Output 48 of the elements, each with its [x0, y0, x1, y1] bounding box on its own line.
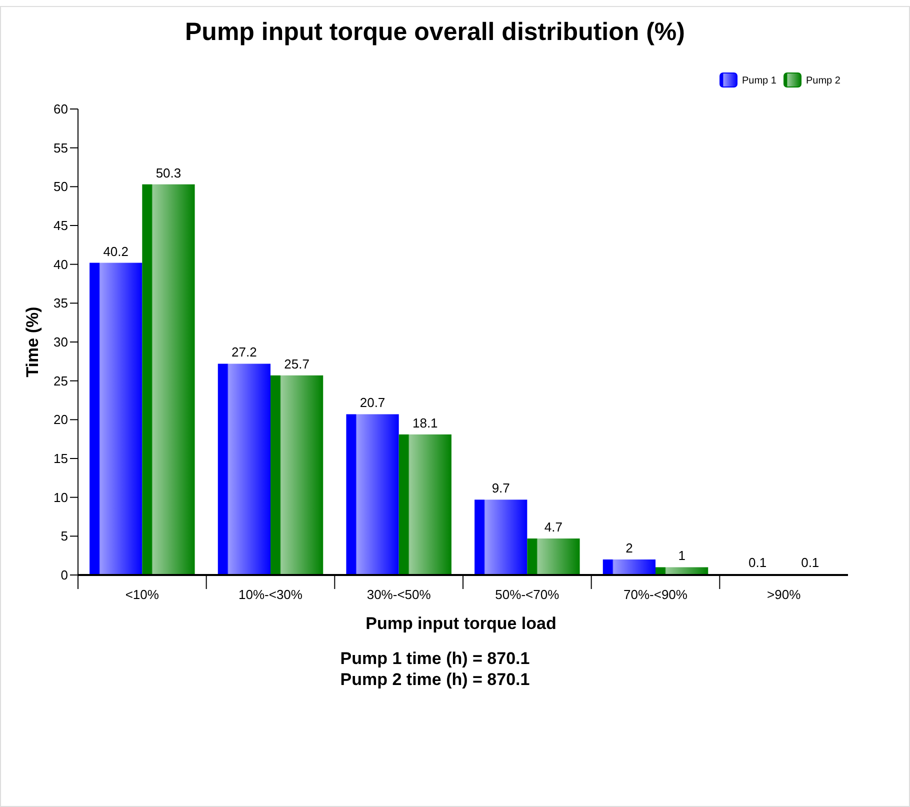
y-tick-label: 40: [54, 256, 68, 272]
data-label: 1: [678, 548, 686, 564]
data-label: 0.1: [801, 555, 820, 570]
y-tick-label: 20: [54, 412, 68, 428]
y-tick-label: 50: [54, 179, 68, 194]
bar: [218, 364, 270, 575]
x-tick-label: 10%-<30%: [238, 587, 303, 602]
data-label: 20.7: [360, 395, 386, 410]
data-label: 18.1: [412, 415, 438, 430]
x-tick-label: 70%-<90%: [624, 587, 688, 602]
x-tick-label: >90%: [767, 587, 802, 602]
y-tick-label: 15: [54, 451, 68, 466]
data-label: 4.7: [544, 519, 563, 534]
bar: [602, 559, 656, 575]
bar: [270, 375, 324, 575]
chart-title: Pump input torque overall distribution (%): [185, 18, 685, 46]
bar: [346, 414, 399, 575]
text: Pump 1 time (h) = 870.1: [340, 649, 530, 668]
data-label: 9.7: [492, 480, 510, 496]
y-tick-label: 5: [60, 528, 68, 544]
text: Pump 2 time (h) = 870.1: [340, 670, 530, 689]
bar: [398, 434, 452, 575]
x-tick-label: <10%: [125, 587, 160, 602]
y-tick-label: 25: [54, 373, 68, 388]
y-tick-label: 10: [54, 490, 68, 505]
bar: [656, 567, 708, 575]
legend-label: Pump 1: [742, 76, 777, 86]
y-tick-label: 45: [54, 218, 68, 234]
data-label: 40.2: [103, 244, 129, 259]
x-axis-title: Pump input torque load: [366, 614, 556, 633]
data-label: 2: [626, 540, 633, 556]
legend-label: Pump 2: [806, 76, 841, 86]
bar: [474, 500, 528, 575]
y-axis-title: Time (%): [23, 306, 42, 378]
data-label: 0.1: [748, 555, 767, 570]
x-tick-label: 50%-<70%: [495, 587, 560, 602]
y-tick-label: 35: [54, 296, 68, 311]
y-tick-label: 55: [54, 140, 68, 156]
data-label: 27.2: [232, 344, 257, 360]
bar: [527, 538, 580, 575]
y-tick-label: 30: [54, 334, 68, 350]
y-tick-label: 0: [60, 568, 68, 583]
bar: [90, 262, 142, 575]
data-label: 25.7: [284, 356, 310, 372]
bar: [142, 184, 195, 575]
y-tick-label: 60: [54, 102, 68, 117]
x-tick-label: 30%-<50%: [366, 587, 432, 602]
data-label: 50.3: [156, 165, 182, 180]
